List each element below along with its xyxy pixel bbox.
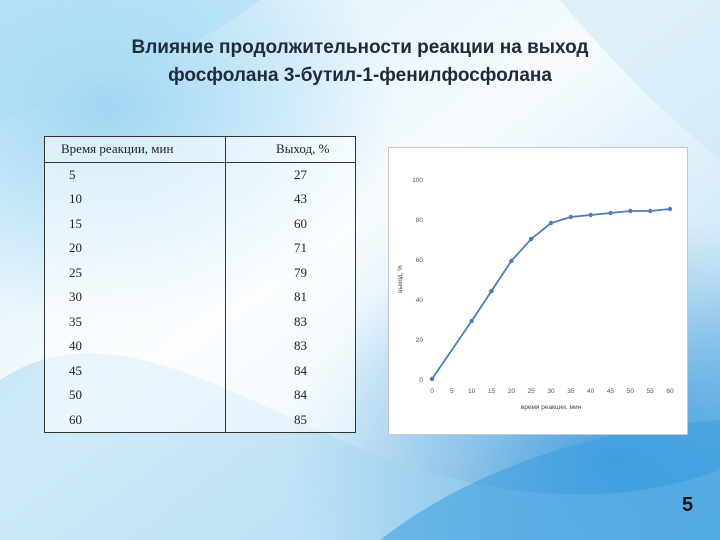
data-point xyxy=(469,318,474,324)
slide-title-line-1: Влияние продолжительности реакции на вых… xyxy=(131,37,589,58)
slide-title: Влияние продолжительности реакции на вых… xyxy=(60,34,660,90)
table-row: 20 71 xyxy=(44,236,356,261)
cell-time: 60 xyxy=(44,407,226,433)
y-tick-label: 0 xyxy=(419,377,423,384)
y-tick-label: 60 xyxy=(416,257,424,264)
cell-yield: 43 xyxy=(225,187,356,212)
y-tick-label: 40 xyxy=(416,297,424,304)
cell-yield: 84 xyxy=(225,383,356,408)
slide-title-line-2: фосфолана 3-бутил-1-фенилфосфолана xyxy=(168,65,552,86)
cell-yield: 83 xyxy=(225,309,356,334)
cell-yield: 83 xyxy=(225,334,356,359)
cell-yield: 27 xyxy=(225,162,356,187)
cell-time: 45 xyxy=(44,358,226,383)
data-point xyxy=(489,288,494,294)
data-point xyxy=(628,208,633,214)
x-tick-label: 0 xyxy=(430,388,434,395)
x-tick-label: 55 xyxy=(647,388,655,395)
table-row: 50 84 xyxy=(44,383,356,408)
x-tick-label: 20 xyxy=(508,388,516,395)
cell-time: 35 xyxy=(44,309,226,334)
data-point xyxy=(647,208,653,214)
x-tick-label: 30 xyxy=(547,388,555,395)
table-header-row: Время реакции, мин Выход, % xyxy=(44,136,356,163)
cell-yield: 84 xyxy=(225,358,356,383)
data-point xyxy=(608,210,613,216)
data-point xyxy=(429,376,435,382)
y-axis-title: выход, % xyxy=(397,265,404,293)
cell-time: 10 xyxy=(44,187,226,212)
table-row: 25 79 xyxy=(44,260,356,285)
cell-yield: 79 xyxy=(225,260,356,285)
table-row: 60 85 xyxy=(44,407,356,433)
cell-time: 15 xyxy=(44,211,226,236)
table-row: 45 84 xyxy=(44,358,356,383)
column-header-yield: Выход, % xyxy=(225,136,356,163)
x-tick-label: 25 xyxy=(528,388,536,395)
table-row: 35 83 xyxy=(44,309,356,334)
x-tick-label: 35 xyxy=(567,388,575,395)
cell-time: 50 xyxy=(44,383,226,408)
x-axis-title: время реакции, мин xyxy=(521,404,582,411)
cell-yield: 60 xyxy=(225,211,356,236)
x-tick-label: 40 xyxy=(587,388,595,395)
data-point xyxy=(509,258,514,264)
y-tick-label: 100 xyxy=(412,177,423,184)
table-row: 30 81 xyxy=(44,285,356,310)
x-tick-label: 45 xyxy=(607,388,615,395)
x-tick-label: 60 xyxy=(666,388,674,395)
yield-line-chart: 0 20 40 60 80 100 0 5 10 15 20 25 30 35 40 45 50 55 60 врем… xyxy=(397,177,674,411)
chart-panel: 0 20 40 60 80 100 0 5 10 15 20 25 30 35 40 45 50 55 60 врем… xyxy=(388,147,688,435)
cell-time: 5 xyxy=(44,162,226,187)
x-tick-label: 15 xyxy=(488,388,496,395)
table-row: 15 60 xyxy=(44,211,356,236)
cell-yield: 85 xyxy=(225,407,356,433)
data-point xyxy=(528,236,534,242)
cell-time: 40 xyxy=(44,334,226,359)
table-row: 5 27 xyxy=(44,162,356,187)
x-tick-label: 10 xyxy=(468,388,476,395)
table-row: 10 43 xyxy=(44,187,356,212)
cell-yield: 71 xyxy=(225,236,356,261)
slide-number: 5 xyxy=(682,494,694,516)
data-point xyxy=(667,206,673,212)
data-point xyxy=(588,212,593,218)
cell-time: 20 xyxy=(44,236,226,261)
data-point xyxy=(548,220,554,226)
x-tick-label: 50 xyxy=(627,388,635,395)
x-tick-label: 5 xyxy=(450,388,454,395)
cell-time: 25 xyxy=(44,260,226,285)
table-row: 40 83 xyxy=(44,334,356,359)
cell-time: 30 xyxy=(44,285,226,310)
y-tick-label: 20 xyxy=(416,337,424,344)
column-header-time: Время реакции, мин xyxy=(44,136,226,163)
y-tick-label: 80 xyxy=(416,217,424,224)
data-point xyxy=(568,214,574,220)
series-line xyxy=(431,208,671,380)
data-table: Время реакции, мин Выход, % 5 27 10 43 15 6… xyxy=(44,136,356,433)
cell-yield: 81 xyxy=(225,285,356,310)
